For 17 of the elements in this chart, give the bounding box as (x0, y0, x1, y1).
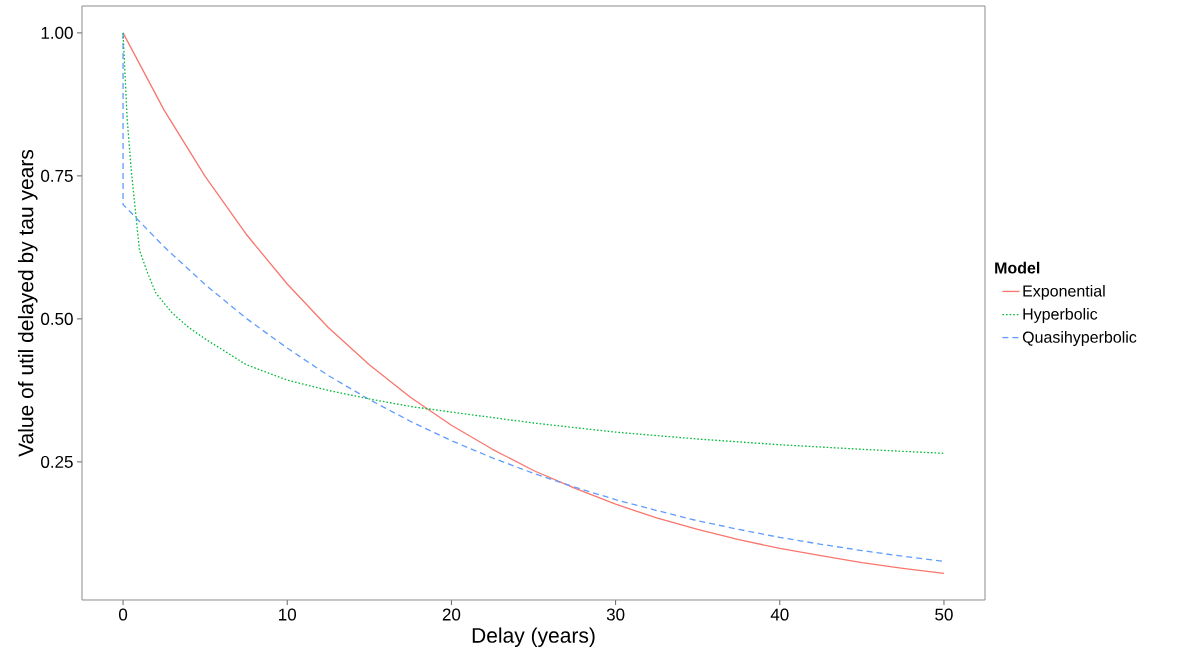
legend-label: Quasihyperbolic (1022, 331, 1137, 346)
x-axis-title: Delay (years) (472, 627, 595, 647)
y-tick-label: 0.50 (41, 312, 73, 325)
legend-label: Hyperbolic (1023, 307, 1098, 323)
x-tick-label: 50 (935, 608, 953, 621)
x-tick-label: 40 (770, 608, 789, 621)
y-tick-label: 0.75 (41, 169, 73, 182)
y-tick-label: 0.25 (41, 455, 73, 468)
y-tick-label: 1.00 (41, 26, 73, 39)
legend-label: Exponential (1023, 284, 1105, 300)
x-tick-label: 0 (118, 608, 128, 621)
x-tick-label: 30 (606, 608, 625, 621)
line-series (122, 32, 945, 454)
x-tick-label: 20 (442, 608, 461, 621)
y-axis-title: Value of util delayed by tau years (17, 149, 38, 457)
legend-title: Model (995, 261, 1040, 274)
x-tick-label: 10 (279, 608, 297, 621)
